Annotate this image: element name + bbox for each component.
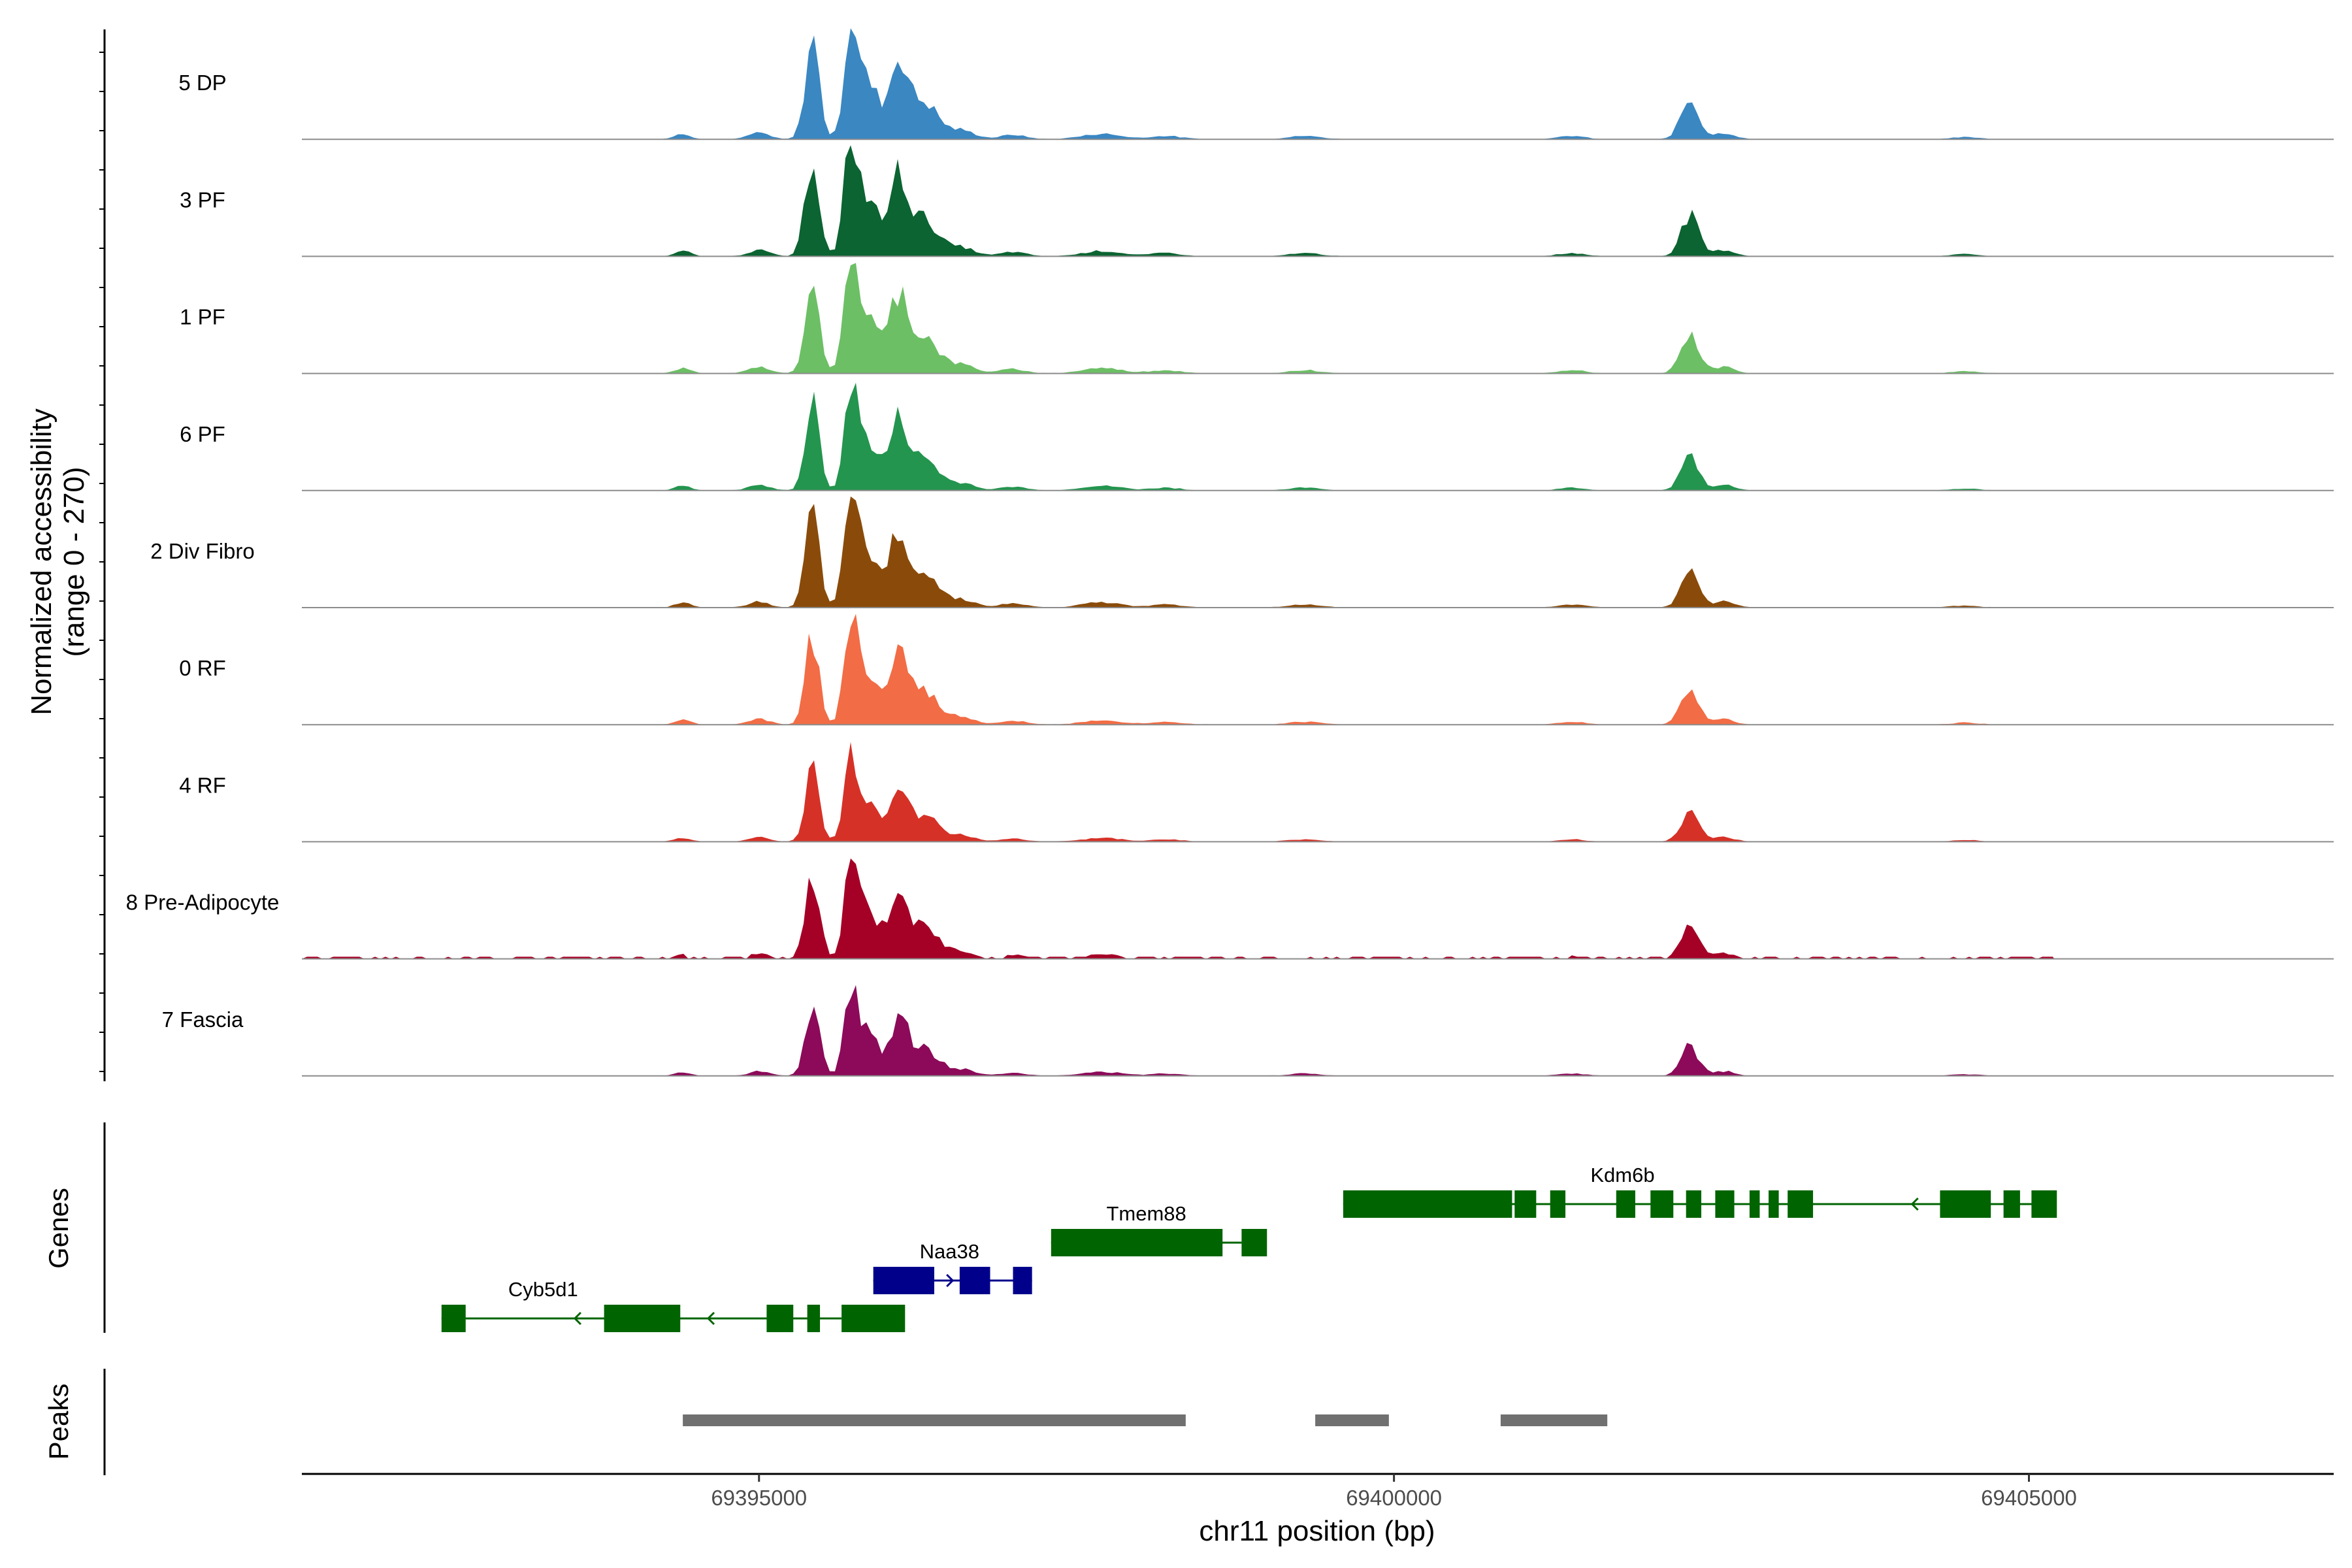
x-tick-label: 69395000 [711,1486,807,1510]
coverage-area [302,858,2055,959]
gene-exon [1715,1190,1735,1218]
track-8-pre-adipocyte: 8 Pre-Adipocyte [126,858,2334,960]
peak-region-bar [1315,1414,1389,1426]
genes-panel: Genes Cyb5d1 Naa38 Tmem88 Kdm6b [43,1122,2057,1333]
track-2-div-fibro: 2 Div Fibro [150,496,2334,608]
gene-exon [604,1305,681,1332]
strand-arrow [946,1273,955,1288]
gene-exon [2003,1190,2020,1218]
gene-exon [1343,1190,1512,1218]
track-label: 7 Fascia [162,1007,244,1032]
y-axis [99,29,106,1081]
gene-exon [441,1305,466,1332]
y-axis-label: Normalized accessibility [25,408,57,715]
strand-arrow [1910,1197,1919,1211]
track-label: 4 RF [179,773,226,797]
gene-exon [807,1305,821,1332]
gene-exon [1051,1229,1223,1256]
track-label: 3 PF [180,188,225,212]
gene-label: Cyb5d1 [508,1278,578,1301]
gene-exon [1769,1190,1779,1218]
coverage-area [302,613,2055,725]
gene-exon [1514,1190,1537,1218]
track-5-dp: 5 DP [178,28,2334,140]
peak-region-bar [683,1414,1186,1426]
y-axis-title: Normalized accessibility (range 0 - 270) [25,408,90,715]
gene-exon [766,1305,794,1332]
peak-regions [683,1414,1608,1426]
y-axis-range-label: (range 0 - 270) [58,466,90,657]
gene-label: Naa38 [920,1240,979,1263]
track-1-pf: 1 PF [180,263,2334,374]
strand-arrow [573,1311,581,1326]
track-0-rf: 0 RF [179,613,2334,726]
gene-exon [1940,1190,1991,1218]
gene-exon [1686,1190,1702,1218]
gene-tmem88: Tmem88 [1051,1202,1267,1256]
gene-label: Tmem88 [1106,1202,1186,1225]
gene-label: Kdm6b [1590,1164,1654,1186]
gene-exon [1241,1229,1267,1256]
track-3-pf: 3 PF [180,145,2334,257]
track-7-fascia: 7 Fascia [162,985,2334,1077]
coverage-area [302,263,2055,374]
coverage-area [302,742,2055,842]
gene-exon [1616,1190,1635,1218]
gene-exon [1788,1190,1814,1218]
coverage-area [302,28,2055,140]
gene-exon [1550,1190,1566,1218]
x-tick-label: 69400000 [1346,1486,1442,1510]
track-6-pf: 6 PF [180,382,2334,491]
peaks-title: Peaks [43,1384,74,1460]
gene-exon [1749,1190,1760,1218]
x-tick-label: 69405000 [1981,1486,2077,1510]
gene-exon [841,1305,906,1332]
track-label: 1 PF [180,305,225,329]
gene-cyb5d1: Cyb5d1 [441,1278,906,1332]
coverage-area [302,985,2055,1076]
x-ticks: 69395000 69400000 69405000 [711,1474,2077,1510]
gene-exon [2031,1190,2057,1218]
gene-naa38: Naa38 [873,1240,1032,1294]
gene-exon [959,1267,990,1294]
coverage-tracks: 5 DP 3 PF 1 PF 6 PF 2 Div Fibro 0 RF 4 RF 8 Pre… [126,28,2334,1077]
genes-title: Genes [43,1188,74,1269]
coverage-area [302,496,2055,608]
track-label: 2 Div Fibro [150,539,255,563]
track-label: 6 PF [180,422,225,446]
track-label: 5 DP [178,71,226,95]
coverage-area [302,145,2055,257]
strand-arrow [706,1311,715,1326]
track-4-rf: 4 RF [179,742,2334,843]
track-label: 8 Pre-Adipocyte [126,890,280,915]
gene-exon [1650,1190,1674,1218]
coverage-area [302,382,2055,491]
peaks-panel: Peaks [43,1369,1608,1475]
gene-kdm6b: Kdm6b [1343,1164,2057,1218]
gene-exon [873,1267,934,1294]
x-axis: 69395000 69400000 69405000 chr11 position … [302,1473,2334,1547]
x-axis-title: chr11 position (bp) [1199,1515,1435,1547]
gene-exon [1013,1267,1032,1294]
gene-models: Cyb5d1 Naa38 Tmem88 Kdm6b [441,1164,2057,1332]
track-label: 0 RF [179,656,226,680]
peak-region-bar [1500,1414,1608,1426]
